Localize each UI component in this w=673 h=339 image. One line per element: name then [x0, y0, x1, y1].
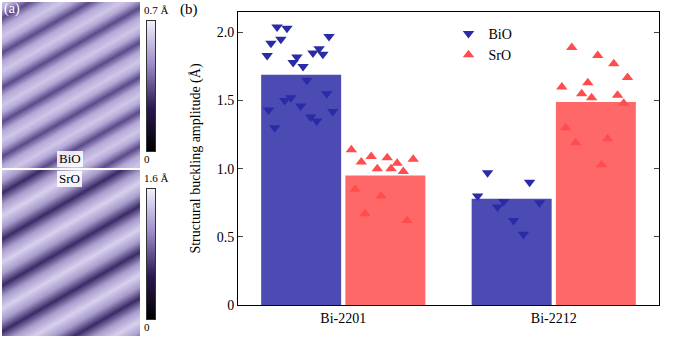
svg-text:Structural buckling amplitude: Structural buckling amplitude (Å) — [188, 63, 204, 253]
svg-text:SrO: SrO — [489, 48, 512, 63]
svg-text:Bi-2212: Bi-2212 — [531, 311, 577, 326]
svg-text:0.5: 0.5 — [217, 230, 235, 245]
svg-text:BiO: BiO — [489, 27, 512, 42]
html-text:0.7 Å: 0.7 Å — [144, 4, 169, 16]
html-text:BiO: BiO — [59, 151, 81, 166]
html-text:0: 0 — [144, 321, 150, 333]
svg-text:2.0: 2.0 — [217, 25, 235, 40]
html-text:1.6 Å: 1.6 Å — [144, 172, 169, 184]
svg-text:1.5: 1.5 — [217, 93, 235, 108]
html-text:0: 0 — [144, 153, 150, 165]
svg-text:Bi-2201: Bi-2201 — [320, 311, 366, 326]
html-text:SrO: SrO — [59, 171, 80, 186]
html-text:(a): (a) — [4, 1, 20, 16]
svg-text:1.0: 1.0 — [217, 162, 235, 177]
html-text:(b): (b) — [180, 1, 198, 17]
svg-text:0: 0 — [227, 298, 234, 313]
